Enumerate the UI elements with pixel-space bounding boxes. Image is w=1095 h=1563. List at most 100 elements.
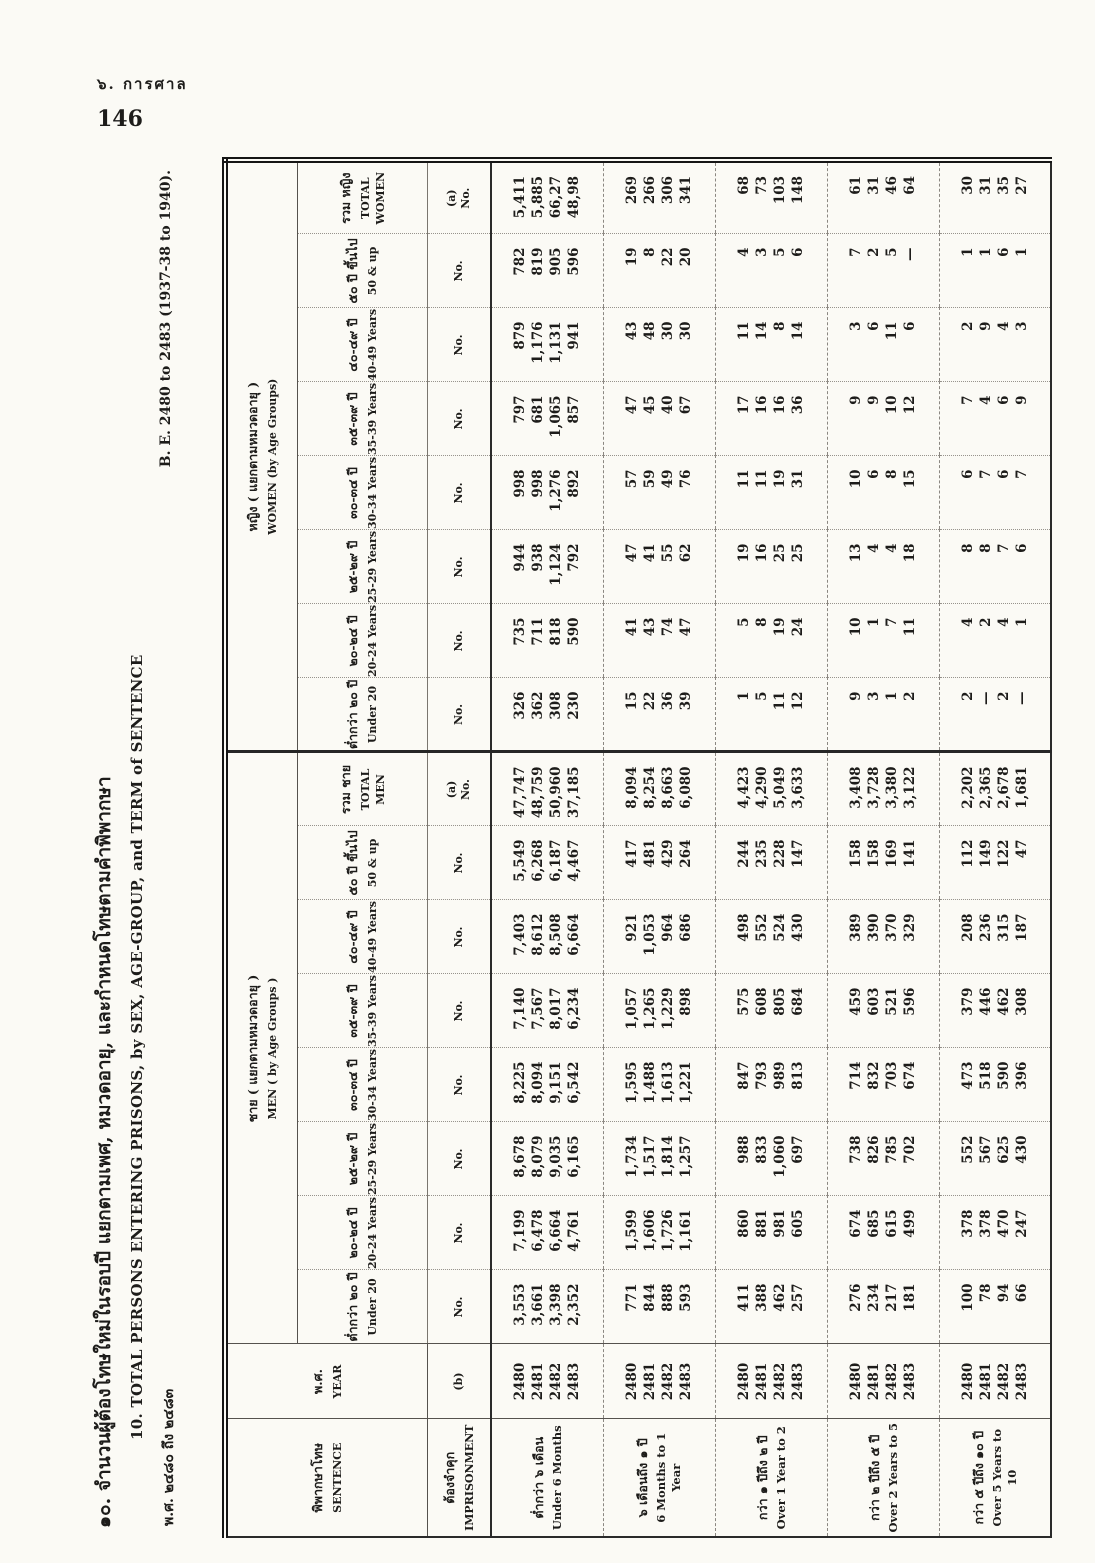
value: 7	[977, 469, 994, 479]
table-title-english: 10. TOTAL PERSONS ENTERING PRISONS, by S…	[128, 654, 146, 1440]
women-group-header-thai: หญิง ( แยกตามหมวดอายุ )	[245, 381, 261, 532]
value: 615	[884, 1209, 900, 1238]
men-value-cell: 378 378 470 247	[939, 1196, 1051, 1270]
women-value-cell: 61 31 46 64	[827, 159, 939, 234]
year-note: (b)	[451, 1372, 465, 1391]
value: 625	[995, 1135, 1012, 1164]
year-values-cell: 2480 2481 2482 2483	[603, 1344, 715, 1419]
men-value-cell: 860 881 981 605	[715, 1196, 827, 1270]
no-label: No.	[451, 334, 465, 356]
age-header-thai: ๓๐-๓๔ ปี	[345, 467, 360, 519]
value: 964	[660, 913, 676, 942]
value: 389	[848, 913, 864, 942]
age-header-thai: ๒๐-๒๔ ปี	[345, 615, 360, 667]
value: 499	[902, 1209, 918, 1238]
value: 11	[736, 321, 752, 341]
value: 1	[977, 247, 994, 257]
women-value-cell: 5 8 19 24	[715, 603, 827, 678]
no-label: No.	[451, 703, 465, 725]
value: 9	[848, 691, 864, 701]
value: 1,221	[678, 1061, 694, 1104]
section-header: ๖. การศาล	[97, 75, 188, 93]
value: 6,478	[530, 1209, 547, 1252]
value: 938	[530, 543, 547, 572]
value: 11	[754, 469, 770, 489]
value: 7	[995, 543, 1012, 553]
value: 4,467	[566, 839, 583, 882]
value: 5	[736, 617, 752, 627]
women-value-cell: 30 31 35 27	[939, 159, 1051, 234]
value: 379	[959, 987, 976, 1016]
men-value-cell: 552 567 625 430	[939, 1122, 1051, 1196]
value: 244	[736, 839, 752, 868]
value: 17	[736, 395, 752, 415]
value: 681	[530, 395, 547, 424]
value: 55	[660, 543, 676, 563]
value: 1,057	[624, 987, 640, 1030]
age-header-english: 30-34 Years	[366, 456, 379, 529]
value: 8,678	[512, 1135, 529, 1178]
table-title-thai: ๑๐. จำนวนผู้ต้องโทษใหม่ในรอบปี แยกตามเพศ…	[93, 776, 115, 1528]
value: 266	[642, 175, 658, 205]
value: 921	[624, 913, 640, 942]
men-group-header: ชาย ( แยกตามหมวดอายุ ) MEN ( by Age Group…	[225, 751, 297, 1344]
value: 3	[1013, 321, 1030, 331]
value: 459	[848, 987, 864, 1016]
value: 61	[848, 175, 864, 195]
no-label-cell: No.	[427, 1122, 491, 1196]
value: 217	[884, 1283, 900, 1312]
no-label-cell: No.	[427, 900, 491, 974]
value: 390	[866, 913, 882, 942]
value: 1	[1013, 247, 1030, 257]
value: 378	[959, 1209, 976, 1238]
value: 1,053	[642, 913, 658, 956]
value: 826	[866, 1135, 882, 1164]
value: 7	[848, 247, 864, 257]
women-age-header: ๕๐ ปี ขึ้นไป 50 & up	[297, 233, 427, 308]
year-value: 2483	[902, 1362, 918, 1401]
women-value-cell: 47 41 55 62	[603, 529, 715, 604]
value: 269	[624, 175, 640, 205]
men-value-cell: 2,202 2,365 2,678 1,681	[939, 751, 1051, 826]
value: 49	[660, 469, 676, 489]
value: 6,165	[566, 1135, 583, 1178]
value: 236	[977, 913, 994, 942]
no-label: No.	[451, 260, 465, 282]
age-header-thai: รวม หญิง	[337, 172, 353, 224]
value: 1	[959, 247, 976, 257]
value: 1,276	[548, 469, 565, 512]
value: 36	[790, 395, 806, 415]
value: 605	[790, 1209, 806, 1238]
value: 2	[866, 247, 882, 257]
page-number: 146	[97, 106, 143, 132]
value: 5	[754, 691, 770, 701]
value: 998	[512, 469, 529, 498]
value: 15	[902, 469, 918, 489]
value: 462	[995, 987, 1012, 1016]
women-value-cell: 15 22 36 39	[603, 677, 715, 752]
value: 785	[884, 1135, 900, 1164]
value: 797	[512, 395, 529, 424]
value: 22	[660, 247, 676, 267]
value: 1,606	[642, 1209, 658, 1252]
no-label-cell: (a) No.	[427, 751, 491, 826]
value: 9	[866, 395, 882, 405]
value: 818	[548, 617, 565, 646]
value: 552	[754, 913, 770, 942]
age-header-thai: ๕๐ ปี ขึ้นไป	[345, 830, 360, 896]
value: 6,664	[548, 1209, 565, 1252]
year-value: 2483	[566, 1362, 583, 1401]
value: 575	[736, 987, 752, 1016]
value: 20	[678, 247, 694, 267]
men-value-cell: 8,678 8,079 9,035 6,165	[491, 1122, 603, 1196]
value: 881	[754, 1209, 770, 1238]
value: 6	[790, 247, 806, 257]
value: 2	[995, 691, 1012, 701]
men-age-header: ๕๐ ปี ขึ้นไป 50 & up	[297, 826, 427, 900]
sentence-label-cell: กว่า ๑ ปีถึง ๒ ปี Over 1 Year to 2	[715, 1419, 827, 1537]
age-header-thai: ๓๕-๓๙ ปี	[345, 984, 360, 1038]
value: 68	[736, 175, 752, 195]
value: 3,661	[530, 1283, 547, 1326]
